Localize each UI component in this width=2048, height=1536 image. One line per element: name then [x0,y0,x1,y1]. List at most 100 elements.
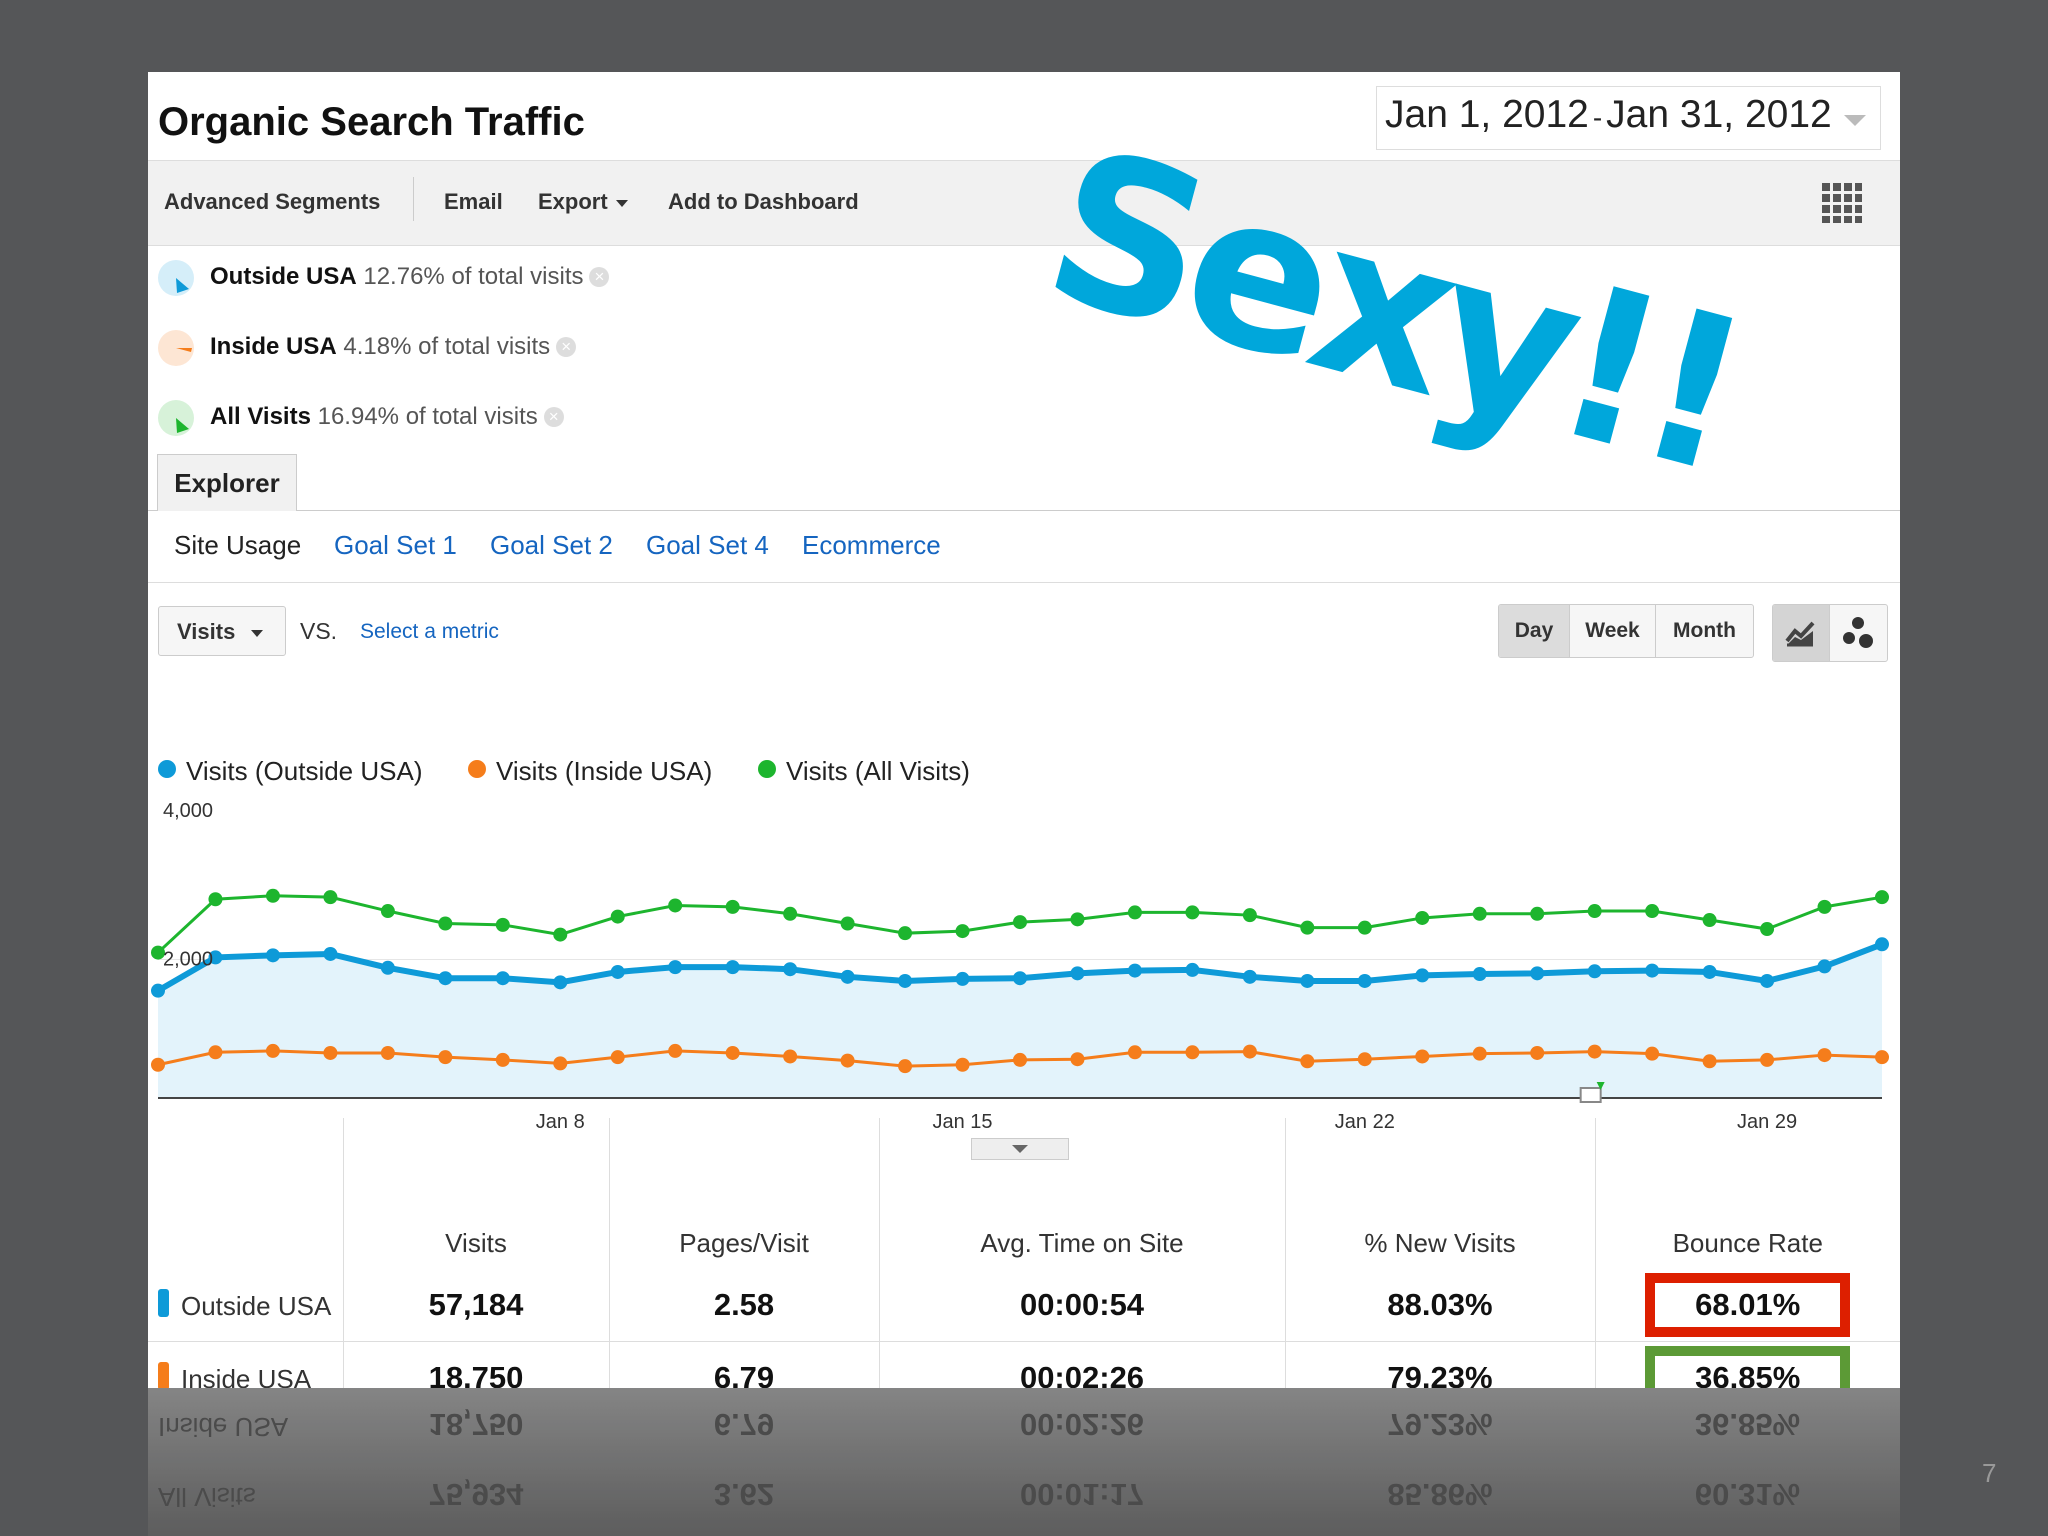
metric-selected: Visits [177,619,236,644]
page-number: 7 [1982,1458,1997,1488]
data-point [1472,967,1487,982]
data-point [1472,906,1487,921]
data-point [208,950,223,965]
table-header-pages-visit[interactable]: Pages/Visit [608,1118,879,1269]
email-button[interactable]: Email [444,189,503,214]
add-to-dashboard-button[interactable]: Add to Dashboard [668,189,859,214]
data-point [1013,1052,1027,1067]
reflection-label: All Visits [158,1482,256,1512]
subtab-goal-set-1[interactable]: Goal Set 1 [334,530,457,560]
cell-avg-time: 00:02:26 [878,1341,1285,1388]
segment-pie-icon [158,400,194,436]
data-point [208,1045,223,1060]
title-row: Organic Search Traffic Jan 1, 2012- Jan 3… [148,72,1900,160]
cell-avg-time: 00:00:54 [878,1269,1285,1342]
table-row: Outside USA 57,184 2.58 00:00:54 88.03% … [148,1269,1900,1342]
reflection-row-all: All Visits 75,934 3.62 00:01:17 85.86% 6… [148,1458,1900,1528]
legend-item-outside-usa[interactable]: Visits (Outside USA) [158,756,422,787]
data-point [151,945,165,960]
subtab-goal-set-4[interactable]: Goal Set 4 [646,530,769,560]
data-point [955,971,970,986]
cell-visits: 18,750 [342,1341,609,1388]
date-range-picker[interactable]: Jan 1, 2012- Jan 31, 2012 [1376,86,1881,150]
data-point [495,971,510,986]
data-point [783,1049,798,1064]
subtab-site-usage[interactable]: Site Usage [174,530,302,560]
data-point [1817,899,1832,914]
data-point [1530,1045,1545,1060]
data-point [1127,1045,1142,1060]
data-point [1300,920,1315,935]
close-icon[interactable]: × [589,267,610,287]
data-point [1013,971,1027,986]
slide-reflection: Inside USA 18,750 6.79 00:02:26 79.23% 3… [148,1388,1900,1536]
table-header-visits[interactable]: Visits [342,1118,609,1269]
subtab-goal-set-2[interactable]: Goal Set 2 [490,530,613,560]
tab-explorer[interactable]: Explorer [157,454,297,511]
reflection-cell: 00:01:17 [1019,1477,1145,1512]
period-day-button[interactable]: Day [1499,605,1569,657]
reflection-cell: 00:02:26 [1019,1407,1145,1442]
data-point [840,969,855,984]
cell-bounce-rate: 36.85% [1594,1341,1900,1388]
grid-icon[interactable] [1822,183,1862,223]
period-week-button[interactable]: Week [1569,605,1655,657]
reflection-row-inside: Inside USA 18,750 6.79 00:02:26 79.23% 3… [148,1388,1900,1458]
reflection-cell: 36.85% [1694,1407,1801,1442]
table-header-avg-time[interactable]: Avg. Time on Site [878,1118,1285,1269]
tab-divider [148,510,1900,511]
y-tick-label: 2,000 [163,949,213,971]
close-icon[interactable]: × [543,407,564,427]
close-icon[interactable]: × [556,337,577,357]
cell-new-visits: 79.23% [1284,1341,1595,1388]
data-point [1070,1052,1085,1067]
data-point [438,916,453,931]
period-month-button[interactable]: Month [1655,605,1753,657]
data-point [1185,905,1200,920]
legend-item-all-visits[interactable]: Visits (All Visits) [758,756,970,787]
row-label: Inside USA [148,1341,343,1388]
cell-visits: 57,184 [342,1269,609,1342]
row-color-swatch [158,1361,169,1388]
data-point [438,971,453,986]
subtab-ecommerce[interactable]: Ecommerce [802,530,941,560]
date-range-separator: - [1592,102,1603,133]
data-point [1587,964,1602,979]
reflection-label: Inside USA [158,1412,289,1442]
date-range-end: Jan 31, 2012 [1606,93,1832,136]
legend-item-inside-usa[interactable]: Visits (Inside USA) [468,756,712,787]
period-selector: Day Week Month [1498,604,1754,658]
report-toolbar: Advanced Segments Email Export Add to Da… [148,160,1900,246]
data-point [668,898,683,913]
select-metric-link[interactable]: Select a metric [360,620,499,643]
data-point [898,926,913,941]
data-point [380,1045,395,1060]
motion-chart-view-button[interactable] [1830,605,1887,661]
data-point [840,916,855,931]
cell-pages-visit: 6.79 [608,1341,879,1388]
data-point [1702,1054,1717,1069]
data-point [783,906,798,921]
highlight-box-green: 36.85% [1645,1346,1851,1388]
data-point [1357,1052,1372,1067]
line-chart-view-button[interactable] [1773,605,1830,661]
legend-dot [468,760,486,778]
data-point [323,946,338,961]
data-point [1530,966,1545,981]
advanced-segments-button[interactable]: Advanced Segments [164,189,381,214]
data-point [1760,922,1775,937]
data-point [1127,905,1142,920]
data-point [1760,1052,1775,1067]
table-header-new-visits[interactable]: % New Visits [1284,1118,1595,1269]
reflection-cell: 18,750 [428,1407,524,1442]
data-point [1875,1050,1889,1065]
metric-dropdown[interactable]: Visits [158,606,286,656]
data-point [151,983,165,998]
data-point [1242,1044,1257,1059]
table-header-bounce-rate[interactable]: Bounce Rate [1594,1118,1900,1269]
data-point [151,1057,165,1072]
export-button[interactable]: Export [538,189,628,215]
segment-label: Inside USA 4.18% of total visits × [210,333,577,361]
annotation-marker-icon[interactable] [1579,1082,1605,1103]
